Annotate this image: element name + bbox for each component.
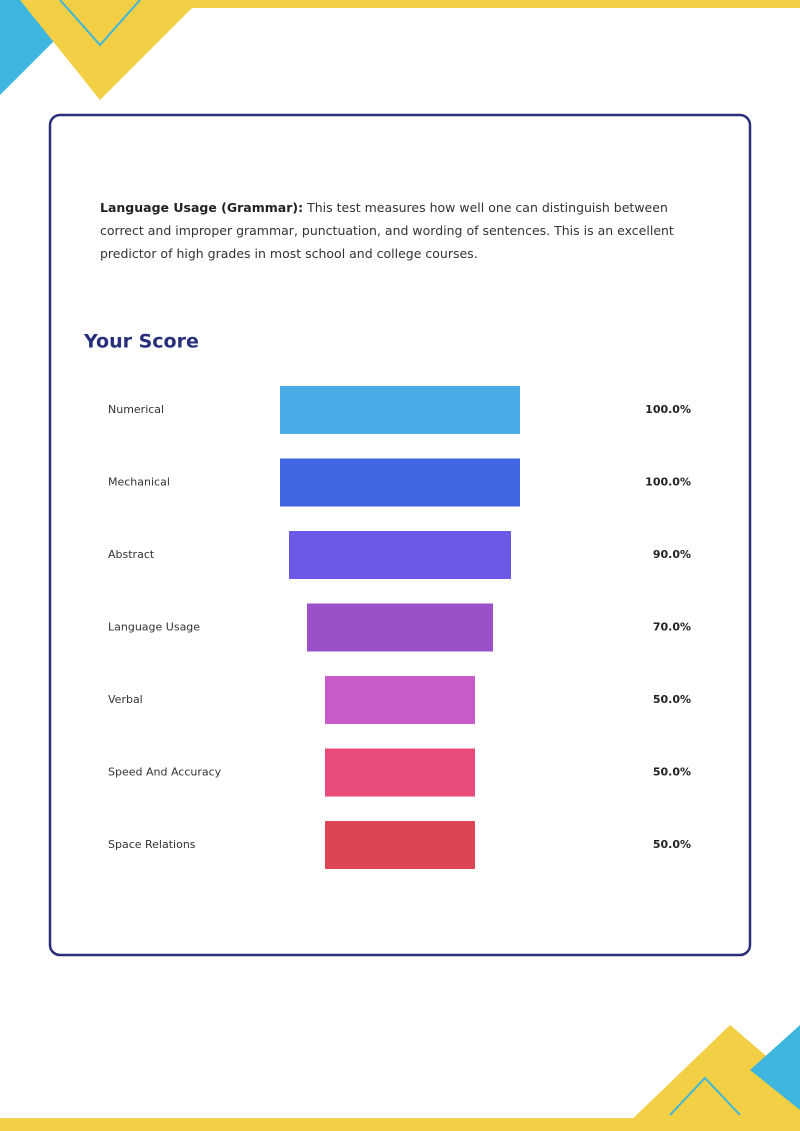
funnel-bar [325, 821, 475, 869]
category-label: Language Usage [108, 621, 200, 634]
value-label: 50.0% [653, 693, 691, 706]
value-label: 70.0% [653, 621, 691, 634]
description-text: This test measures how well one can dist… [100, 200, 674, 261]
corner-decoration [750, 1025, 800, 1110]
category-label: Verbal [108, 693, 143, 706]
corner-decoration [620, 1025, 800, 1131]
description-term: Language Usage (Grammar): [100, 200, 304, 215]
funnel-bar [280, 458, 520, 507]
category-label: Space Relations [108, 838, 196, 851]
description: Language Usage (Grammar): This test meas… [100, 196, 710, 265]
value-label: 50.0% [653, 766, 691, 779]
value-label: 90.0% [653, 548, 691, 561]
corner-decoration [669, 1076, 741, 1116]
category-label: Speed And Accuracy [108, 766, 222, 779]
value-label: 100.0% [645, 476, 691, 489]
funnel-bar [325, 676, 475, 724]
corner-decoration [20, 0, 200, 100]
funnel-bar [289, 531, 511, 579]
funnel-bar [325, 748, 475, 797]
funnel-bar [280, 386, 520, 434]
category-label: Numerical [108, 403, 164, 416]
category-label: Mechanical [108, 476, 170, 489]
bottom-stripe [0, 1118, 800, 1131]
value-label: 100.0% [645, 403, 691, 416]
value-label: 50.0% [653, 838, 691, 851]
corner-decoration [59, 0, 141, 47]
funnel-bar [307, 603, 493, 652]
top-stripe [0, 0, 800, 8]
chart-title: Your Score [83, 331, 199, 353]
category-label: Abstract [108, 548, 155, 561]
